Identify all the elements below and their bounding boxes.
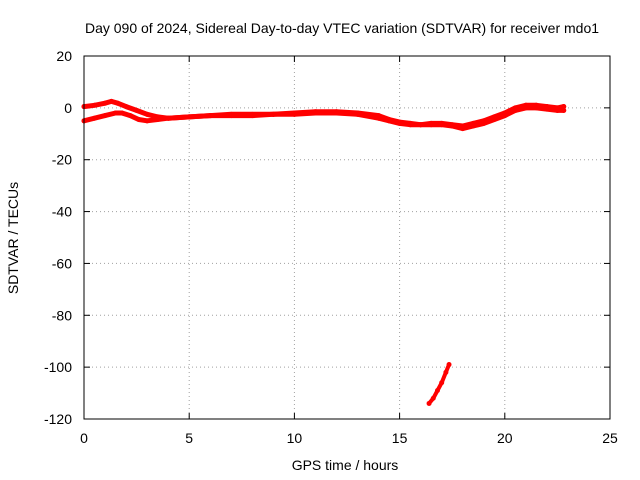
data-point [533, 105, 539, 111]
data-point [376, 115, 382, 121]
data-point [355, 111, 361, 117]
data-point [92, 115, 98, 121]
y-tick-label: -40 [52, 204, 72, 220]
data-point [165, 115, 171, 121]
data-point [102, 100, 108, 106]
x-tick-label: 25 [602, 430, 618, 446]
data-point [123, 104, 129, 110]
plot-frame [83, 55, 611, 420]
y-tick-label: -100 [44, 359, 72, 375]
data-point [439, 380, 445, 386]
data-point [418, 122, 424, 128]
data-point [115, 100, 121, 106]
chart-title: Day 090 of 2024, Sidereal Day-to-day VTE… [85, 20, 599, 36]
data-point [544, 106, 550, 112]
data-point [136, 117, 142, 123]
series-layer [81, 98, 567, 406]
data-point [249, 113, 255, 119]
data-point [491, 117, 497, 123]
data-point [561, 107, 567, 113]
x-tick-label: 10 [287, 430, 303, 446]
x-tick-label: 0 [80, 430, 88, 446]
data-point [397, 120, 403, 126]
data-point [108, 98, 114, 104]
y-tick-label: 20 [56, 48, 72, 64]
data-point [443, 369, 449, 375]
data-point [407, 122, 413, 128]
data-point [155, 117, 161, 123]
data-point [144, 111, 150, 117]
data-point [228, 113, 234, 119]
data-point [561, 104, 567, 110]
y-tick-label: -60 [52, 255, 72, 271]
data-point [470, 123, 476, 129]
data-point [92, 102, 98, 108]
data-point [386, 118, 392, 124]
x-tick-label: 20 [497, 430, 513, 446]
data-point [113, 110, 119, 116]
data-point [291, 111, 297, 117]
data-point [446, 362, 452, 368]
y-tick-label: -80 [52, 307, 72, 323]
y-axis-label: SDTVAR / TECUs [5, 182, 21, 294]
data-point [428, 122, 434, 128]
data-point [430, 395, 436, 401]
data-point [102, 113, 108, 119]
y-tick-label: -20 [52, 152, 72, 168]
data-point [333, 110, 339, 116]
data-point [460, 126, 466, 132]
data-point [207, 113, 213, 119]
x-tick-label: 5 [185, 430, 193, 446]
data-point [481, 120, 487, 126]
data-point [119, 110, 125, 116]
data-point [270, 111, 276, 117]
x-axis-label: GPS time / hours [292, 457, 399, 473]
data-point [144, 118, 150, 124]
data-point [523, 105, 529, 111]
data-point [434, 387, 440, 393]
tick-layer: 0 5 10 15 20 25 20 0 -20 -40 -60 -80 -100 -120 [44, 48, 618, 446]
data-point [134, 107, 140, 113]
data-point [439, 122, 445, 128]
data-point [186, 114, 192, 120]
data-point [312, 110, 318, 116]
data-point [512, 107, 518, 113]
x-tick-label: 15 [392, 430, 408, 446]
data-point [502, 113, 508, 119]
data-point [426, 400, 432, 406]
y-tick-label: 0 [64, 100, 72, 116]
data-point [127, 113, 133, 119]
y-tick-label: -120 [44, 411, 72, 427]
data-point [449, 123, 455, 129]
data-point [554, 107, 560, 113]
